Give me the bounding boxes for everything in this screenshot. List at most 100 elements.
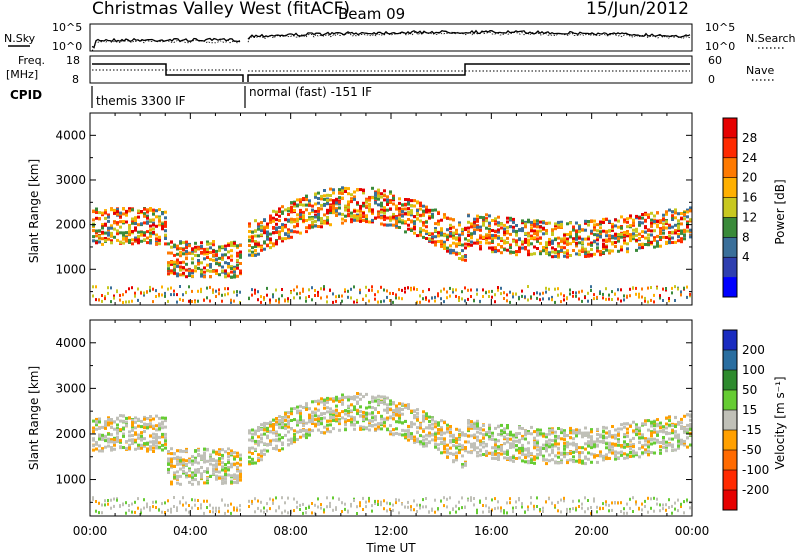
- velocity-cell: [428, 415, 431, 419]
- power-cell: [644, 236, 647, 240]
- velocity-cell: [302, 511, 304, 515]
- velocity-cell: [134, 420, 137, 424]
- power-cell: [305, 296, 307, 300]
- power-cell: [521, 240, 524, 244]
- velocity-cell: [614, 433, 617, 437]
- velocity-cell: [578, 499, 580, 503]
- velocity-cell: [443, 450, 446, 454]
- velocity-cell: [311, 502, 313, 505]
- velocity-cell: [491, 498, 493, 502]
- power-cell: [440, 228, 443, 232]
- velocity-cell: [353, 499, 355, 502]
- velocity-cell: [653, 509, 655, 513]
- velocity-cell: [119, 414, 122, 418]
- power-cell: [227, 264, 230, 268]
- velocity-cell: [473, 446, 476, 450]
- velocity-cell: [644, 443, 647, 447]
- velocity-cell: [101, 511, 103, 515]
- velocity-cell: [533, 455, 536, 459]
- colorbar-swatch: [723, 430, 737, 451]
- velocity-cell: [353, 427, 356, 431]
- power-cell: [320, 197, 323, 201]
- velocity-cell: [473, 444, 476, 448]
- power-cell: [572, 228, 575, 232]
- power-cell: [371, 285, 373, 289]
- power-cell: [182, 248, 185, 252]
- power-cell: [599, 290, 601, 294]
- velocity-cell: [587, 435, 590, 439]
- power-cell: [116, 229, 119, 233]
- velocity-cell: [329, 412, 332, 416]
- velocity-cell: [167, 450, 170, 453]
- power-cell: [527, 234, 530, 238]
- power-cell: [422, 228, 425, 232]
- velocity-cell: [296, 500, 298, 504]
- velocity-cell: [134, 500, 136, 504]
- velocity-cell: [428, 420, 431, 423]
- power-cell: [677, 219, 680, 223]
- velocity-cell: [95, 442, 98, 446]
- velocity-cell: [542, 443, 545, 447]
- power-cell: [470, 295, 472, 298]
- velocity-cell: [224, 469, 227, 473]
- power-cell: [443, 215, 446, 219]
- power-cell: [569, 254, 572, 257]
- power-cell: [152, 300, 154, 304]
- velocity-cell: [524, 460, 527, 464]
- power-cell: [206, 256, 209, 259]
- velocity-cell: [152, 450, 155, 453]
- velocity-cell: [440, 440, 443, 444]
- velocity-cell: [458, 500, 460, 504]
- velocity-cell: [140, 443, 143, 447]
- velocity-cell: [203, 511, 205, 515]
- power-cell: [287, 297, 289, 301]
- power-cell: [614, 224, 617, 228]
- power-cell: [419, 227, 422, 231]
- power-cell: [302, 197, 305, 200]
- velocity-cell: [395, 413, 398, 417]
- power-cell: [380, 285, 382, 289]
- velocity-cell: [296, 438, 299, 441]
- power-cell: [551, 231, 554, 235]
- velocity-cell: [506, 437, 509, 441]
- velocity-cell: [374, 499, 376, 503]
- velocity-cell: [155, 414, 158, 418]
- velocity-cell: [476, 454, 479, 458]
- power-cell: [293, 296, 295, 300]
- power-cell: [380, 204, 383, 208]
- power-cell: [116, 290, 118, 294]
- velocity-cell: [614, 453, 617, 457]
- velocity-cell: [107, 499, 109, 502]
- velocity-cell: [263, 510, 265, 514]
- power-cell: [461, 243, 464, 247]
- velocity-cell: [386, 427, 389, 431]
- velocity-cell: [683, 511, 685, 515]
- power-cell: [593, 219, 596, 223]
- power-cell: [491, 234, 494, 237]
- power-cell: [416, 200, 419, 204]
- power-cell: [326, 200, 329, 204]
- power-cell: [332, 191, 335, 195]
- power-ylabel: Slant Range [km]: [27, 159, 41, 263]
- velocity-cell: [191, 473, 194, 477]
- velocity-cell: [125, 416, 128, 420]
- velocity-cell: [617, 457, 620, 460]
- velocity-cell: [104, 426, 107, 430]
- velocity-cell: [113, 427, 116, 431]
- power-cell: [536, 296, 538, 300]
- power-cell: [176, 300, 178, 304]
- power-cell: [512, 239, 515, 243]
- power-cell: [212, 258, 215, 262]
- power-cell: [407, 200, 410, 204]
- velocity-cell: [161, 443, 164, 447]
- velocity-cell: [326, 423, 329, 427]
- power-cell: [371, 208, 374, 212]
- power-cell: [458, 236, 461, 240]
- velocity-cell: [317, 505, 319, 509]
- power-cell: [215, 295, 217, 298]
- velocity-cell: [197, 470, 200, 474]
- power-cell: [224, 244, 227, 248]
- velocity-cell: [602, 425, 605, 429]
- velocity-cell: [260, 509, 262, 513]
- colorbar-swatch: [723, 470, 737, 491]
